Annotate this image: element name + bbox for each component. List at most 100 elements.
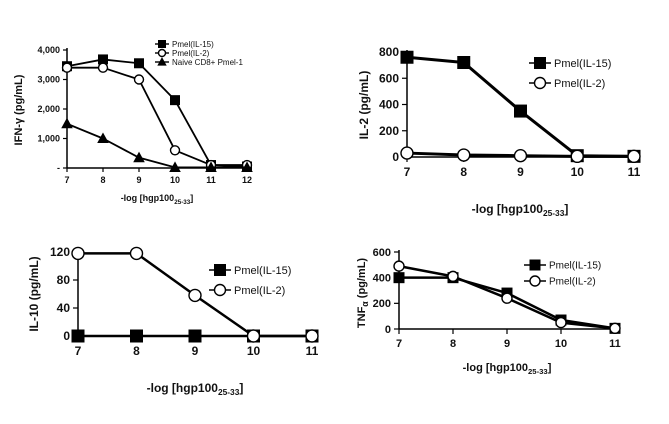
- y-tick-label: 0: [392, 150, 399, 164]
- x-axis-title-close: ]: [190, 193, 193, 203]
- data-point: [305, 329, 319, 343]
- x-axis-title-main: -log [hgp100: [463, 362, 528, 374]
- y-axis-title-sub: α: [360, 301, 370, 307]
- data-point: [97, 132, 109, 144]
- x-tick-label: 8: [460, 165, 467, 179]
- data-point: [400, 146, 414, 160]
- x-axis-title-close: ]: [564, 202, 568, 216]
- data-point: [133, 151, 145, 163]
- y-tick-label: 600: [373, 247, 391, 259]
- data-point: [457, 148, 471, 162]
- series-naive-cd8-pmel-1: [61, 117, 253, 172]
- legend-label: Pmel(IL-2): [234, 285, 285, 297]
- legend-label: Pmel(IL-15): [172, 40, 214, 49]
- x-tick-label: 9: [192, 344, 199, 358]
- x-tick-label: 8: [133, 344, 140, 358]
- y-tick-label: 200: [373, 298, 391, 310]
- x-axis-title-close: ]: [548, 362, 552, 374]
- data-point: [188, 288, 202, 303]
- data-point: [188, 329, 202, 343]
- x-tick-label: 9: [136, 175, 141, 185]
- y-tick-label: 2,000: [37, 104, 60, 114]
- chart-panel-2: 800 600 400 200 07 8 9 10 11 IL-2 (pg/mL) -log [hg…: [357, 45, 641, 218]
- chart-panel-3: 120 80 40 07 8 9 10 11 IL-10 (pg/mL) -log [hgp100…: [27, 245, 319, 397]
- data-point: [246, 329, 261, 343]
- x-tick-label: 11: [628, 165, 641, 179]
- x-axis-title-sub: 25-33: [528, 367, 548, 376]
- data-point: [609, 322, 621, 335]
- x-tick-label: 8: [100, 175, 105, 185]
- data-point: [61, 62, 73, 73]
- data-point: [457, 56, 471, 69]
- x-tick-label: 10: [571, 165, 585, 179]
- data-point: [393, 260, 405, 272]
- y-axis-title: IL-10 (pg/mL): [27, 256, 41, 331]
- x-tick-label: 11: [306, 344, 319, 358]
- legend: Pmel(IL-15) Pmel(IL-2): [524, 259, 601, 288]
- x-axis-title-sub: 25-33: [174, 199, 191, 206]
- x-tick-label: 10: [247, 344, 261, 358]
- data-point: [169, 145, 181, 156]
- data-point: [501, 292, 513, 304]
- y-tick-label: 4,000: [37, 45, 60, 55]
- x-tick-label: 9: [517, 165, 524, 179]
- y-axis-title-rest: (pg/mL): [356, 258, 368, 302]
- legend-label: Pmel(IL-15): [554, 58, 611, 70]
- data-point: [514, 104, 527, 118]
- legend-marker: [214, 264, 226, 276]
- data-point: [61, 117, 73, 129]
- legend-label: Pmel(IL-15): [549, 261, 601, 272]
- data-point: [570, 149, 584, 164]
- x-axis-title-main: -log [hgp100: [147, 381, 219, 395]
- data-point: [129, 246, 144, 261]
- x-axis-title-sub: 25-33: [543, 208, 565, 218]
- y-tick-label: 40: [57, 301, 71, 315]
- data-point: [555, 316, 567, 329]
- x-tick-label: 7: [404, 165, 411, 179]
- x-tick-label: 10: [170, 175, 180, 185]
- x-tick-label: 12: [242, 175, 252, 185]
- x-tick-label: 8: [450, 338, 456, 350]
- y-tick-label: 600: [379, 71, 399, 85]
- y-tick-label: -: [57, 163, 60, 173]
- chart-panel-4: 600 400 200 07 8 9 10 11 TNFα (pg/mL) -log [hgp10…: [356, 247, 621, 376]
- data-point: [130, 329, 143, 343]
- y-tick-label: 120: [50, 245, 70, 259]
- data-point: [513, 148, 528, 163]
- y-tick-label: 200: [379, 124, 399, 138]
- x-tick-label: 10: [555, 338, 567, 350]
- series-line: [66, 122, 247, 169]
- data-point: [133, 74, 145, 85]
- legend: Pmel(IL-15)Pmel(IL-2)Naive CD8+ Pmel-1: [155, 40, 243, 67]
- data-point: [393, 272, 405, 284]
- x-axis-title: -log [hgp10025-33]: [121, 193, 194, 206]
- x-tick-label: 11: [609, 338, 621, 350]
- x-axis-title: -log [hgp10025-33]: [463, 362, 552, 376]
- legend: Pmel(IL-15) Pmel(IL-2): [209, 264, 291, 297]
- legend-label: Naive CD8+ Pmel-1: [172, 58, 243, 67]
- data-point: [134, 58, 144, 69]
- y-axis-title: IFN-γ (pg/mL): [13, 74, 25, 145]
- data-point: [71, 246, 85, 261]
- y-tick-label: 1,000: [37, 134, 60, 144]
- data-point: [447, 270, 459, 283]
- data-point: [169, 161, 181, 172]
- x-tick-label: 7: [75, 344, 82, 358]
- series-pmel-il-2-: [71, 246, 319, 343]
- x-tick-label: 9: [504, 338, 510, 350]
- x-axis-title-close: ]: [239, 381, 243, 395]
- y-tick-label: 80: [57, 273, 71, 287]
- series-pmel-il-2-: [393, 260, 621, 335]
- data-point: [170, 95, 180, 106]
- legend-marker: [533, 76, 547, 90]
- x-tick-label: 11: [206, 175, 216, 185]
- legend-label: Pmel(IL-15): [234, 265, 291, 277]
- chart-panel-1: 4,000 3,000 2,000 1,000 -7 8 9 10 11 12 IFN-γ (pg/…: [13, 40, 253, 206]
- legend-marker: [529, 259, 541, 271]
- x-axis-title: -log [hgp10025-33]: [472, 202, 569, 218]
- legend-label: Pmel(IL-2): [554, 78, 605, 90]
- legend-label: Pmel(IL-2): [172, 49, 210, 58]
- y-axis-title: IL-2 (pg/mL): [357, 71, 371, 140]
- series-line: [67, 66, 247, 166]
